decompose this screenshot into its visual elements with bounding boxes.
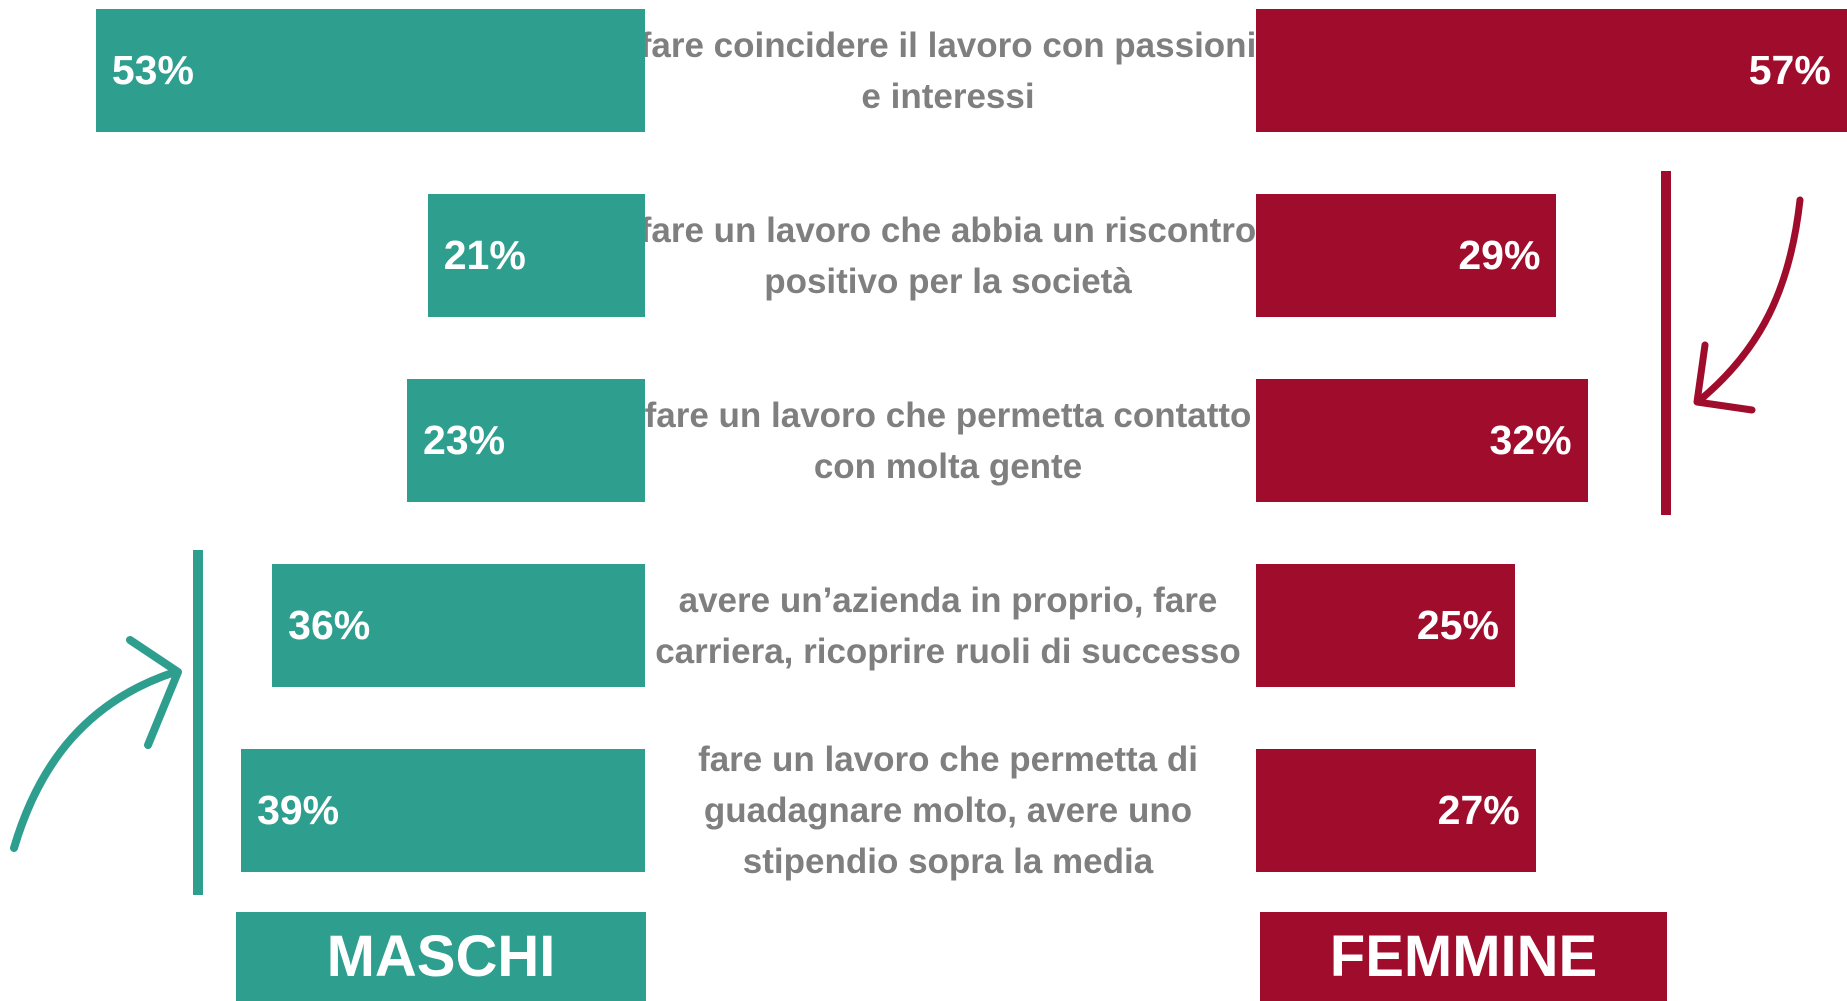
value-label: 21% — [443, 232, 526, 279]
value-label: 27% — [1437, 787, 1520, 834]
bar — [427, 194, 646, 318]
value-label: 32% — [1489, 417, 1572, 464]
bar — [241, 749, 646, 873]
arrow — [10, 668, 179, 852]
arrow-head — [126, 636, 182, 749]
category-label: fare coincidere il lavoro con passioni e… — [639, 25, 1257, 116]
bar — [1255, 749, 1536, 873]
value-label: 53% — [111, 47, 194, 94]
value-label: 36% — [288, 602, 371, 649]
category-label: fare un lavoro che permetta contatto con… — [644, 395, 1252, 486]
legend-label: FEMMINE — [1260, 912, 1667, 1001]
bar — [1255, 9, 1847, 133]
bar — [1255, 564, 1515, 688]
arrow-head — [1693, 341, 1756, 414]
value-label: 23% — [422, 417, 506, 464]
category-label: fare un lavoro che abbia un riscontro po… — [639, 210, 1257, 301]
bar — [406, 379, 646, 503]
value-label: 57% — [1748, 47, 1831, 94]
bar — [1255, 194, 1557, 318]
value-label: 39% — [257, 787, 340, 834]
value-label: 25% — [1416, 602, 1499, 649]
legend-label: MASCHI — [236, 912, 646, 1001]
bar — [95, 9, 646, 133]
bar — [272, 564, 646, 688]
arrow — [1696, 196, 1804, 404]
value-label: 29% — [1458, 232, 1541, 279]
category-label: fare un lavoro che permetta di guadagnar… — [698, 740, 1198, 882]
bar — [1255, 379, 1588, 503]
category-label: avere un’azienda in proprio, fare carrie… — [655, 580, 1241, 671]
